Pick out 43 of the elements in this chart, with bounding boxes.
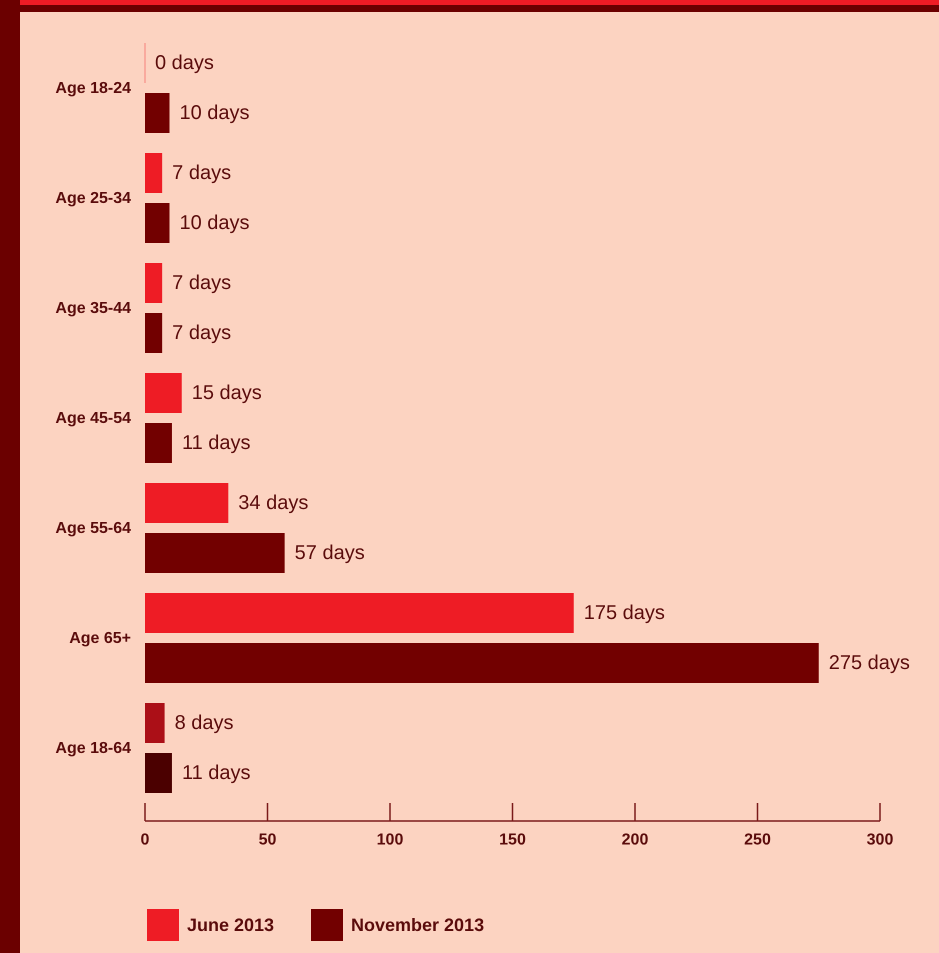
x-tick-label: 100 (376, 831, 404, 848)
data-label: 11 days (182, 762, 251, 784)
x-tick-label: 300 (866, 831, 894, 848)
y-tick-label: Age 25-34 (55, 190, 132, 206)
bar (145, 483, 228, 523)
bar (145, 263, 162, 303)
data-label: 7 days (172, 322, 232, 344)
y-tick-label: Age 18-24 (55, 80, 132, 96)
y-tick-label: Age 55-64 (55, 520, 132, 536)
bar (145, 703, 165, 743)
bar (145, 533, 285, 573)
data-label: 34 days (238, 492, 308, 514)
data-label: 7 days (172, 272, 232, 294)
data-label: 0 days (155, 52, 214, 74)
data-label: 10 days (180, 102, 250, 124)
y-tick-label: Age 18-64 (55, 740, 132, 756)
bar (145, 153, 162, 193)
bar (145, 93, 170, 133)
x-tick-label: 150 (499, 831, 526, 848)
data-label: 175 days (584, 602, 665, 624)
x-tick-label: 200 (622, 831, 648, 848)
x-tick-label: 250 (744, 831, 771, 848)
legend-label: November 2013 (351, 915, 484, 935)
bar (145, 423, 172, 463)
x-tick-label: 50 (258, 831, 276, 848)
y-tick-label: Age 45-54 (55, 410, 132, 426)
data-label: 7 days (172, 162, 232, 184)
bar (145, 643, 819, 683)
y-tick-label: Age 65+ (69, 630, 131, 646)
data-label: 11 days (182, 432, 251, 454)
bar (145, 593, 574, 633)
data-label: 275 days (828, 652, 910, 674)
legend-label: June 2013 (187, 915, 274, 935)
data-label: 10 days (180, 212, 250, 234)
data-label: 8 days (174, 712, 234, 734)
data-label: 15 days (192, 382, 262, 404)
bar (145, 753, 172, 793)
bar (145, 313, 162, 353)
x-tick-label: 0 (140, 831, 150, 848)
data-label: 57 days (294, 542, 365, 564)
y-tick-label: Age 35-44 (55, 300, 132, 316)
bar (145, 203, 170, 243)
bar (145, 373, 182, 413)
